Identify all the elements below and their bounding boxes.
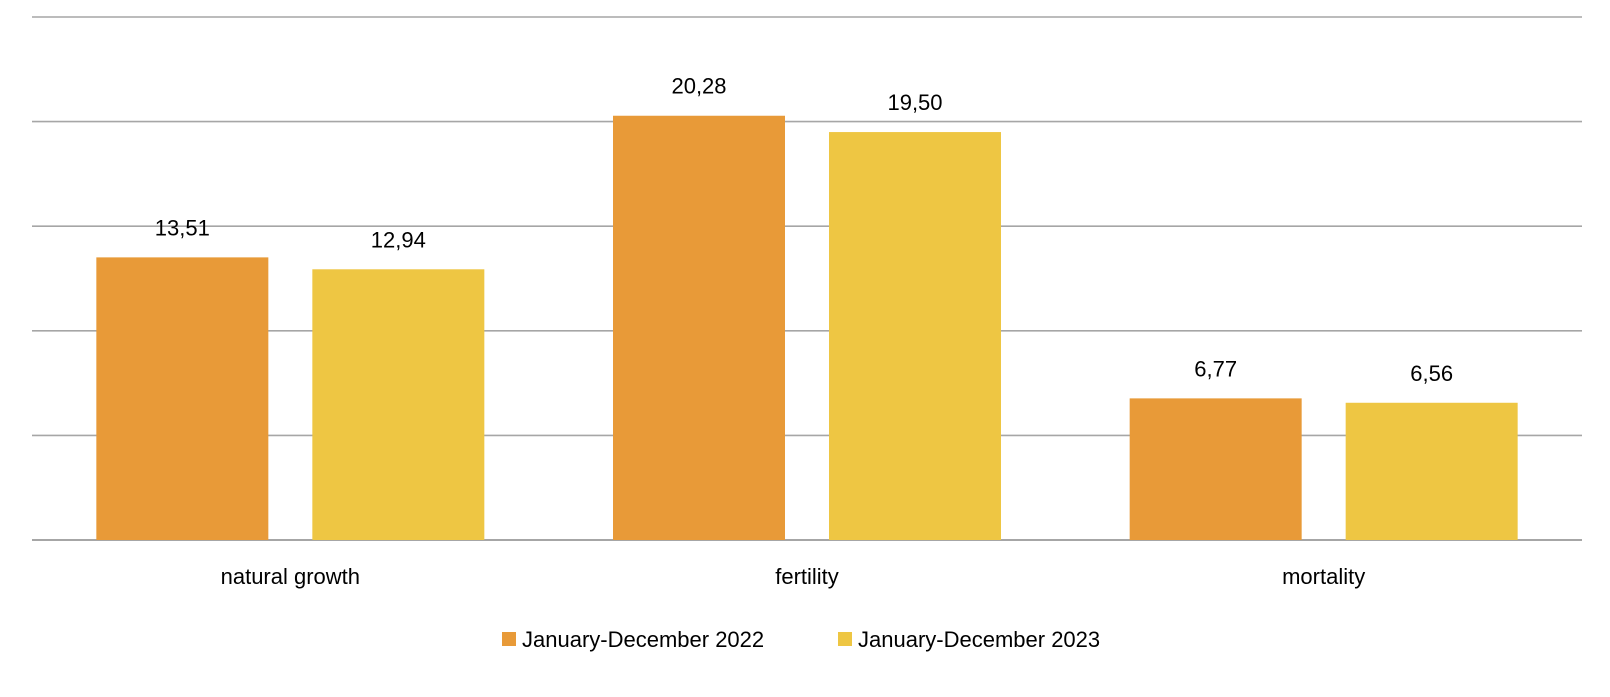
x-tick-label: fertility — [775, 564, 839, 589]
bars — [96, 115, 1518, 540]
legend-swatch — [502, 632, 516, 646]
legend: January-December 2022 January-December 20… — [502, 627, 1100, 652]
data-label: 6,56 — [1410, 361, 1453, 386]
x-tick-label: mortality — [1282, 564, 1365, 589]
data-label: 12,94 — [371, 227, 426, 252]
bar-natural-growth-series-2 — [312, 269, 485, 540]
legend-swatch — [838, 632, 852, 646]
gridlines — [32, 16, 1582, 541]
x-tick-label: natural growth — [221, 564, 360, 589]
data-label: 20,28 — [671, 74, 726, 99]
data-labels: 13,51 12,94 20,28 19,50 6,77 6,56 — [155, 74, 1453, 386]
data-label: 13,51 — [155, 215, 210, 240]
legend-label: January-December 2022 — [522, 627, 764, 652]
legend-label: January-December 2023 — [858, 627, 1100, 652]
bar-mortality-series-2 — [1345, 402, 1518, 540]
bar-natural-growth-series-1 — [96, 257, 269, 540]
bar-fertility-series-2 — [829, 132, 1001, 540]
bar-mortality-series-1 — [1129, 398, 1302, 540]
data-label: 6,77 — [1194, 356, 1237, 381]
data-label: 19,50 — [887, 90, 942, 115]
x-axis: natural growth fertility mortality — [221, 564, 1366, 589]
bar-fertility-series-1 — [613, 115, 785, 540]
